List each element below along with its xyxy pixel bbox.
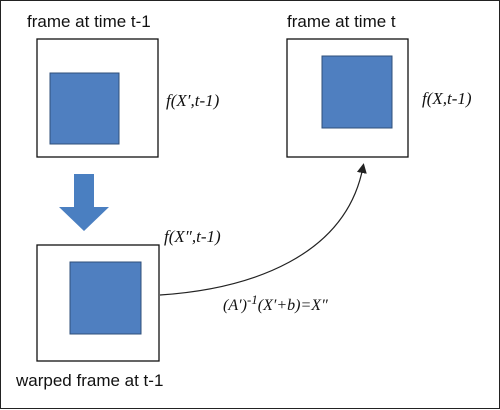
transform-rest: (X′+b)=X″ [258, 297, 328, 314]
frame-warped-function-name: f [164, 227, 171, 246]
frame-current-function-name: f [422, 89, 429, 108]
frame-previous-square [49, 72, 120, 145]
down-arrow-icon [59, 174, 109, 231]
frame-warped-label: warped frame at t-1 [15, 371, 163, 390]
frame-current-square [321, 55, 393, 129]
frame-warped-square [69, 261, 142, 335]
frame-warped-function: f(X″,t-1) [164, 227, 221, 246]
frame-previous-function-args: (X′,t-1) [171, 91, 220, 110]
frame-current-label: frame at time t [287, 12, 396, 31]
curved-arrow-icon [159, 163, 367, 296]
frame-current-function-args: (X,t-1) [427, 89, 472, 108]
frame-previous-function: f(X′,t-1) [166, 91, 220, 110]
transform-equation: (A′)-1(X′+b)=X″ [223, 292, 328, 314]
transform-base: (A′) [223, 297, 247, 314]
transform-exponent: -1 [247, 292, 258, 307]
frame-previous-function-name: f [166, 91, 173, 110]
frame-current-function: f(X,t-1) [422, 89, 472, 108]
frame-warped-function-args: (X″,t-1) [169, 227, 221, 246]
frame-previous-label: frame at time t-1 [27, 12, 151, 31]
